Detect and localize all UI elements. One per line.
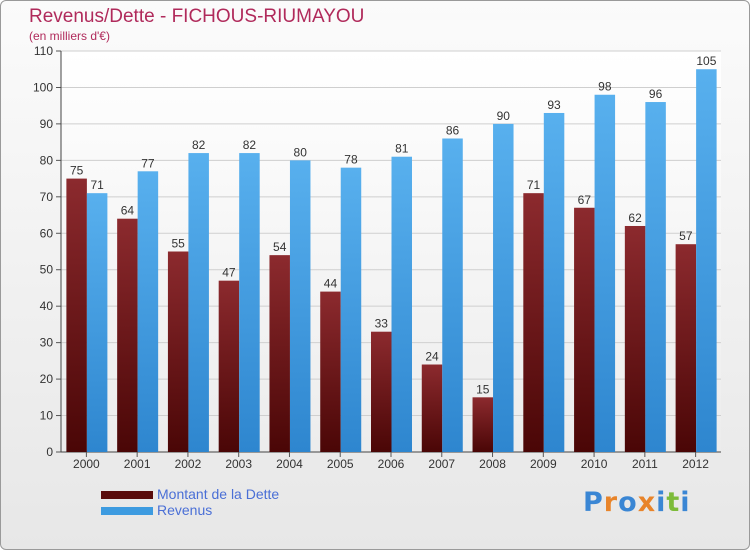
data-label-dette: 57 [679,229,693,243]
data-label-revenus: 82 [192,138,206,152]
logo-letter: P [583,487,604,518]
data-label-revenus: 77 [141,156,155,170]
legend-swatch-dette [101,491,153,499]
y-tick-label: 40 [40,299,54,313]
bar-dette [675,244,697,452]
bar-dette [117,218,138,452]
x-tick-label: 2001 [124,457,151,471]
x-tick-label: 2007 [428,457,455,471]
data-label-dette: 75 [70,164,84,178]
chart-subtitle: (en milliers d'€) [29,29,110,43]
data-label-dette: 15 [476,382,490,396]
data-label-revenus: 71 [90,178,104,192]
x-tick-label: 2010 [581,457,608,471]
data-label-dette: 24 [425,350,439,364]
bar-revenus [645,102,666,452]
bar-dette [66,178,87,452]
logo-letter: t [666,487,681,518]
x-tick-label: 2005 [327,457,354,471]
y-tick-label: 100 [33,80,53,94]
y-tick-label: 70 [40,190,54,204]
y-tick-label: 30 [40,336,54,350]
x-tick-label: 2011 [632,457,658,471]
x-tick-label: 2006 [378,457,405,471]
data-label-revenus: 98 [598,80,612,94]
bar-dette [421,364,443,452]
bar-revenus [442,138,463,452]
bar-dette [624,225,646,452]
data-label-revenus: 78 [344,153,358,167]
bar-revenus [188,153,209,452]
data-label-dette: 64 [121,204,135,218]
data-label-dette: 55 [171,237,185,251]
x-tick-label: 2000 [73,457,100,471]
y-tick-label: 60 [40,226,54,240]
bar-dette [269,255,290,452]
x-tick-label: 2002 [175,457,202,471]
bar-revenus [543,112,565,453]
bar-dette [574,207,595,452]
data-label-revenus: 93 [547,98,561,112]
logo-letter: x [637,487,657,518]
legend-swatch-revenus [101,507,153,515]
logo-letter: o [618,487,638,518]
bar-revenus [340,167,362,452]
proxiti-logo: Proxiti [583,487,691,518]
bar-revenus [289,160,311,452]
y-tick-label: 20 [40,372,54,386]
chart-title: Revenus/Dette - FICHOUS-RIUMAYOU [29,6,365,27]
legend-label-revenus: Revenus [157,502,213,518]
data-label-dette: 33 [375,317,389,331]
data-label-revenus: 105 [696,54,716,68]
y-tick-label: 50 [40,263,54,277]
data-label-revenus: 82 [243,138,257,152]
x-tick-label: 2008 [479,457,506,471]
y-tick-label: 110 [34,44,53,58]
data-label-revenus: 96 [649,87,663,101]
bar-revenus [696,69,717,453]
data-label-revenus: 86 [446,123,460,137]
bar-dette [371,331,392,452]
data-label-revenus: 80 [294,145,308,159]
bar-revenus [594,94,616,452]
bar-revenus [86,193,108,452]
bar-dette [320,291,341,452]
bar-revenus [493,123,514,452]
data-label-dette: 47 [222,266,236,280]
y-tick-label: 80 [40,153,54,167]
y-tick-label: 0 [46,445,53,459]
logo-letter: r [603,487,619,518]
data-label-dette: 67 [578,193,592,207]
x-tick-label: 2009 [530,457,557,471]
bar-dette [472,397,494,452]
data-label-revenus: 81 [395,142,409,156]
x-tick-label: 2012 [682,457,709,471]
y-tick-label: 90 [40,117,54,131]
bar-dette [523,193,544,452]
bar-dette [218,280,240,452]
x-tick-label: 2003 [225,457,252,471]
bar-dette [167,251,189,452]
data-label-dette: 71 [527,178,541,192]
data-label-revenus: 90 [497,109,511,123]
logo-letter: i [656,487,667,518]
data-label-dette: 62 [628,211,642,225]
data-label-dette: 44 [324,277,338,291]
bar-revenus [137,171,159,453]
bar-revenus [391,156,412,452]
bar-revenus [239,153,260,452]
y-tick-label: 10 [40,409,54,423]
legend-label-dette: Montant de la Dette [157,486,280,502]
logo-letter: i [680,487,691,518]
x-tick-label: 2004 [276,457,303,471]
data-label-dette: 54 [273,240,287,254]
